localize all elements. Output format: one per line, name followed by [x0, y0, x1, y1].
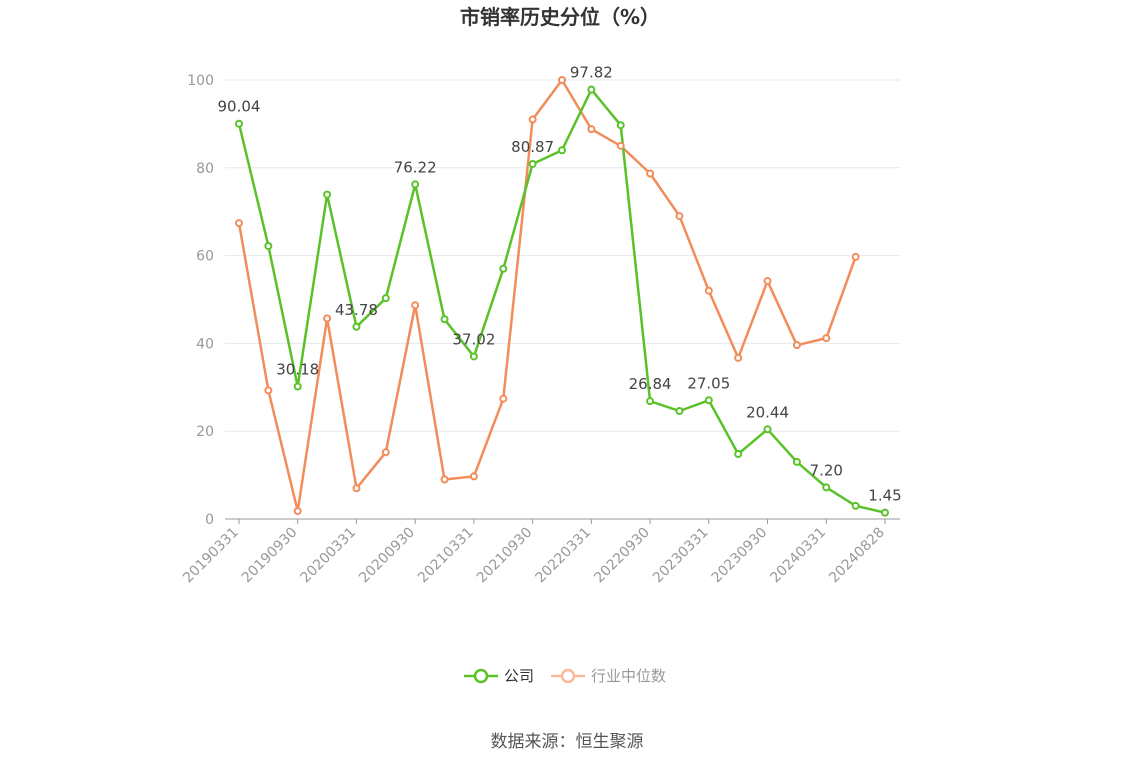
data-point [499, 394, 508, 403]
data-point [734, 450, 743, 459]
x-tick-label: 20200930 [356, 525, 418, 587]
data-point [264, 241, 273, 250]
series-lines [237, 78, 886, 514]
data-point [469, 472, 478, 481]
x-tick-label: 20200331 [298, 525, 360, 587]
source-note: 数据来源：恒生聚源 [491, 732, 644, 752]
grid [225, 79, 900, 432]
data-point [499, 264, 508, 273]
y-tick-label: 100 [187, 73, 214, 89]
y-tick-label: 40 [196, 336, 214, 352]
x-tick-label: 20190930 [239, 525, 301, 587]
data-label: 1.45 [868, 487, 901, 505]
y-tick-label: 60 [196, 249, 214, 265]
data-point [528, 115, 537, 124]
x-tick-label: 20190331 [180, 525, 242, 587]
data-point [822, 334, 831, 343]
data-point [264, 386, 273, 395]
x-tick-label: 20230331 [650, 525, 712, 587]
data-point [411, 301, 420, 310]
data-label: 37.02 [452, 330, 495, 348]
data-point [235, 219, 243, 228]
chart-title: 市销率历史分位（%） [460, 5, 660, 29]
data-point [293, 382, 302, 391]
data-point [528, 159, 537, 168]
data-point [381, 448, 390, 457]
data-point [469, 352, 478, 361]
data-point [323, 190, 332, 199]
data-label: 7.20 [810, 461, 843, 479]
data-point [587, 125, 596, 134]
data-point [792, 457, 801, 466]
data-point [792, 341, 801, 350]
data-label: 27.05 [687, 374, 730, 392]
x-tick-label: 20240331 [767, 525, 829, 587]
data-label: 90.04 [218, 98, 261, 116]
data-point [323, 314, 332, 323]
x-tick-label: 20240828 [826, 525, 888, 587]
data-point [763, 425, 772, 434]
legend-label: 公司 [504, 667, 534, 685]
data-point [616, 121, 625, 130]
data-label: 80.87 [511, 138, 554, 156]
data-label: 97.82 [570, 64, 613, 82]
series-points [235, 76, 889, 517]
data-point [440, 315, 449, 324]
data-label: 43.78 [335, 301, 378, 319]
data-point [851, 501, 860, 510]
series-line [237, 78, 857, 513]
data-labels: 90.04 30.18 43.78 76.22 37.02 80.87 97.82 26.84… [218, 64, 902, 505]
data-label: 26.84 [629, 375, 672, 393]
data-point [381, 294, 390, 303]
legend-marker [560, 668, 576, 684]
data-point [646, 169, 655, 178]
data-label: 30.18 [276, 361, 319, 379]
data-point [352, 322, 361, 331]
data-point [352, 484, 361, 493]
y-tick-label: 80 [196, 161, 214, 177]
legend[interactable]: 公司 行业中位数 [464, 667, 666, 685]
data-point [822, 483, 831, 492]
data-point [763, 277, 772, 286]
data-label: 76.22 [394, 158, 437, 176]
x-tick-label: 20230930 [709, 525, 771, 587]
data-point [704, 286, 713, 295]
data-point [675, 407, 684, 416]
data-point [616, 141, 625, 150]
data-point [587, 85, 596, 94]
data-point [704, 396, 713, 405]
legend-marker [473, 668, 489, 684]
x-tick-label: 20220331 [532, 525, 594, 587]
x-tick-label: 20210331 [415, 525, 477, 587]
y-tick-label: 0 [205, 512, 214, 528]
data-point [235, 119, 243, 128]
data-point [675, 212, 684, 221]
data-point [558, 146, 566, 155]
y-tick-label: 20 [196, 424, 214, 440]
x-axis: 2019033120190930202003312020093020210331… [180, 518, 900, 587]
data-point [440, 475, 449, 484]
data-point [646, 397, 655, 406]
data-point [558, 76, 566, 84]
x-tick-label: 20220930 [591, 525, 653, 587]
x-tick-label: 20210930 [474, 525, 536, 587]
data-label: 20.44 [746, 403, 789, 421]
data-point [293, 507, 302, 516]
data-point [881, 508, 889, 517]
data-point [851, 252, 860, 261]
y-axis: 0 20 40 60 80 100 [187, 73, 214, 528]
data-point [411, 180, 420, 189]
data-point [734, 353, 743, 362]
legend-label: 行业中位数 [591, 667, 666, 685]
